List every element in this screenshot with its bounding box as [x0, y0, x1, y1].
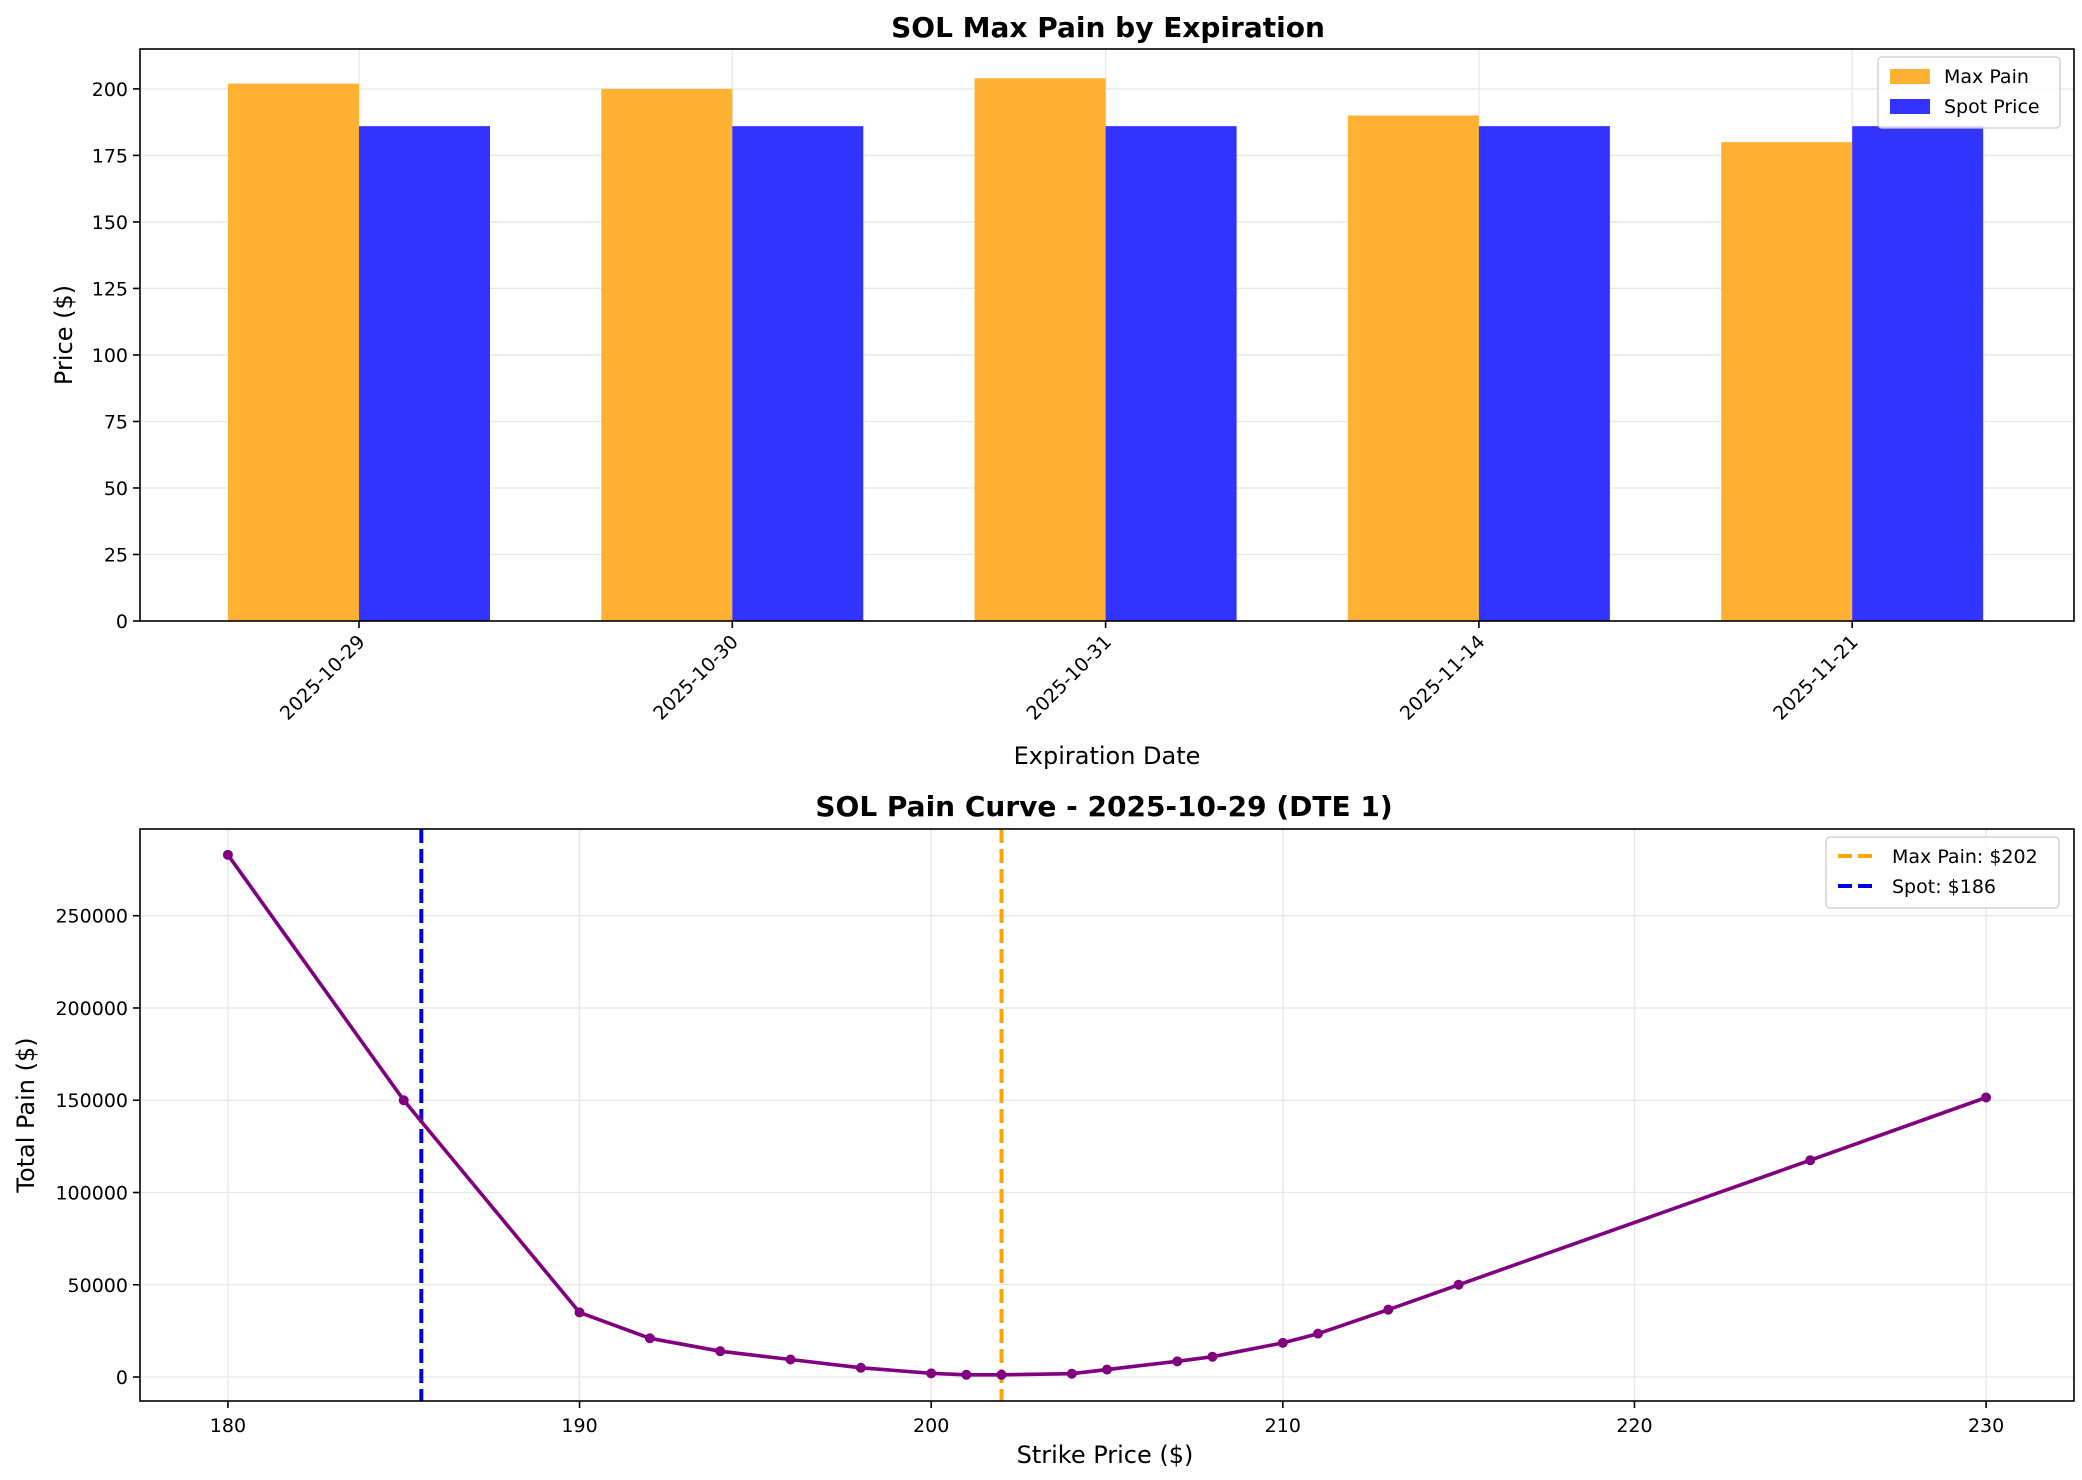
pain-curve-point: [1172, 1356, 1183, 1367]
bar-max-pain: [974, 78, 1106, 621]
chart1-y-tick-label: 50: [104, 478, 128, 500]
pain-curve-point: [1066, 1368, 1077, 1379]
chart2-grid: [140, 829, 2074, 1401]
legend-label-spot-price: Spot Price: [1944, 96, 2040, 118]
chart1-y-tick-label: 0: [116, 611, 128, 633]
chart2-x-tick-label: 230: [1968, 1415, 2004, 1437]
chart1-y-tick-label: 100: [92, 345, 128, 367]
pain-curve-point: [1805, 1155, 1816, 1166]
bar-max-pain: [1721, 142, 1853, 621]
chart1-y-tick-label: 175: [92, 145, 128, 167]
pain-curve-point: [574, 1307, 585, 1318]
chart2-y-ticks: 0 50000 100000 150000 200000 250000: [55, 906, 140, 1389]
chart1-x-label: Expiration Date: [1014, 742, 1201, 770]
bar-spot-price: [1852, 126, 1984, 621]
chart2-x-label: Strike Price ($): [1017, 1441, 1194, 1469]
chart1-legend: Max Pain Spot Price: [1877, 56, 2061, 129]
chart2-frame: [139, 828, 2075, 1402]
legend-swatch-max-pain: [1890, 69, 1930, 84]
chart2-x-ticks: 180 190 200 210 220 230: [210, 1401, 2004, 1437]
legend-label-max-pain-line: Max Pain: $202: [1892, 846, 2038, 868]
bar-max-pain: [228, 83, 359, 621]
bar-max-pain: [1347, 115, 1479, 621]
chart2-x-tick-label: 220: [1616, 1415, 1652, 1437]
bar-chart: SOL Max Pain by Expiration 0 25 50 75 100 125…: [50, 11, 2075, 770]
chart2-legend: Max Pain: $202 Spot: $186: [1825, 836, 2060, 909]
legend-label-max-pain: Max Pain: [1944, 66, 2029, 88]
pain-curve-point: [715, 1346, 726, 1357]
pain-curve-line: [226, 853, 1987, 1377]
legend-label-spot-line: Spot: $186: [1892, 876, 1996, 898]
pain-curve-point: [855, 1362, 866, 1373]
pain-curve-point: [961, 1369, 972, 1380]
chart2-reference-lines: [419, 829, 1004, 1401]
chart2-y-label: Total Pain ($): [12, 1037, 40, 1193]
chart2-x-tick-label: 200: [913, 1415, 949, 1437]
chart1-x-tick-label: 2025-10-31: [1022, 631, 1116, 725]
chart1-y-tick-label: 25: [104, 544, 128, 566]
pain-curve-point: [1383, 1304, 1394, 1315]
chart2-y-tick-label: 50000: [68, 1275, 128, 1297]
bar-max-pain: [601, 88, 733, 621]
chart1-y-tick-label: 150: [92, 212, 128, 234]
pain-curve-point: [1981, 1092, 1992, 1103]
chart1-title: SOL Max Pain by Expiration: [891, 11, 1325, 44]
pain-curve-point: [926, 1368, 937, 1379]
bar-spot-price: [732, 126, 864, 621]
chart1-x-tick-label: 2025-10-29: [276, 631, 370, 725]
chart2-y-tick-label: 0: [116, 1367, 128, 1389]
bar-spot-price: [1478, 126, 1610, 621]
pain-curve-point: [644, 1333, 655, 1344]
chart1-y-tick-label: 200: [92, 79, 128, 101]
legend-swatch-spot-price: [1890, 99, 1930, 114]
chart1-frame: [139, 48, 2075, 622]
chart1-y-ticks: 0 25 50 75 100 125 150 175 200: [92, 79, 140, 633]
pain-curve-point: [222, 849, 233, 860]
pain-curve-point: [1312, 1328, 1323, 1339]
chart2-x-tick-label: 190: [561, 1415, 597, 1437]
chart2-y-tick-label: 150000: [55, 1090, 128, 1112]
chart2-title: SOL Pain Curve - 2025-10-29 (DTE 1): [815, 790, 1392, 823]
chart1-x-ticks: 2025-10-29 2025-10-30 2025-10-31 2025-11-14…: [276, 621, 1863, 725]
chart1-x-tick-label: 2025-10-30: [649, 631, 743, 725]
chart1-bars: [228, 78, 1984, 621]
chart1-y-tick-label: 125: [92, 278, 128, 300]
pain-curve-point: [1207, 1351, 1218, 1362]
chart1-x-tick-label: 2025-11-14: [1396, 631, 1490, 725]
pain-curve-point: [1102, 1364, 1112, 1375]
chart1-y-tick-label: 75: [104, 411, 128, 433]
chart2-legend-box: [1825, 836, 2060, 909]
chart2-x-tick-label: 210: [1265, 1415, 1301, 1437]
pain-curve-point: [785, 1354, 796, 1365]
pain-curve-point: [1453, 1279, 1464, 1290]
chart2-series: [222, 849, 1992, 1380]
bar-spot-price: [359, 126, 490, 621]
pain-curve-point: [996, 1369, 1007, 1380]
chart2-x-tick-label: 180: [210, 1415, 246, 1437]
chart2-y-tick-label: 200000: [55, 998, 128, 1020]
pain-curve-point: [398, 1095, 409, 1106]
chart1-x-tick-label: 2025-11-21: [1769, 631, 1863, 725]
line-chart: SOL Pain Curve - 2025-10-29 (DTE 1) 0 500…: [12, 790, 2075, 1469]
chart1-y-label: Price ($): [50, 285, 78, 385]
chart2-y-tick-label: 100000: [55, 1182, 128, 1204]
bar-spot-price: [1105, 126, 1237, 621]
pain-curve-point: [1277, 1337, 1288, 1348]
chart2-y-tick-label: 250000: [55, 906, 128, 928]
